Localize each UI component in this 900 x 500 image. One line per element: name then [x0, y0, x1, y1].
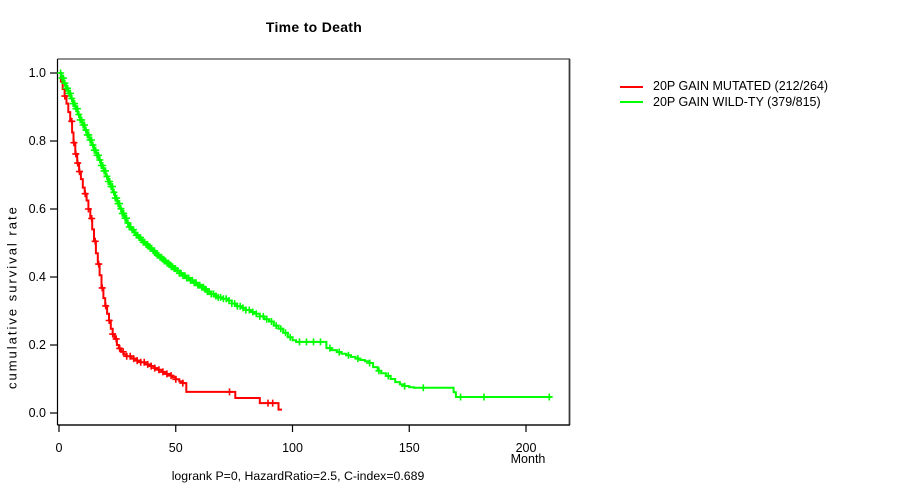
y-tick-label: 0.0 — [29, 406, 46, 420]
x-tick-label: 100 — [282, 441, 303, 455]
legend-line-swatch — [620, 85, 643, 88]
x-tick-label: 0 — [56, 441, 63, 455]
legend-item: 20P GAIN MUTATED (212/264) — [620, 79, 828, 95]
x-tick-label: 150 — [399, 441, 420, 455]
y-tick-label: 0.8 — [29, 134, 46, 148]
legend-item: 20P GAIN WILD-TY (379/815) — [620, 95, 828, 111]
censor-marks — [57, 69, 553, 401]
chart-title: Time to Death — [265, 19, 363, 35]
x-axis-title: Month — [510, 452, 546, 466]
x-tick-label: 50 — [169, 441, 183, 455]
y-tick-label: 1.0 — [29, 66, 46, 80]
legend-line-swatch — [620, 101, 643, 104]
legend: 20P GAIN MUTATED (212/264) 20P GAIN WILD-… — [620, 79, 828, 110]
y-tick-label: 0.2 — [29, 338, 46, 352]
x-tick-label: 200 — [516, 441, 537, 455]
stats-caption: logrank P=0, HazardRatio=2.5, C-index=0.… — [171, 469, 425, 483]
legend-label: 20P GAIN WILD-TY (379/815) — [653, 94, 821, 109]
censor-marks — [61, 92, 277, 407]
legend-label: 20P GAIN MUTATED (212/264) — [653, 79, 829, 93]
y-tick-label: 0.6 — [29, 202, 46, 216]
y-tick-label: 0.4 — [29, 270, 46, 284]
